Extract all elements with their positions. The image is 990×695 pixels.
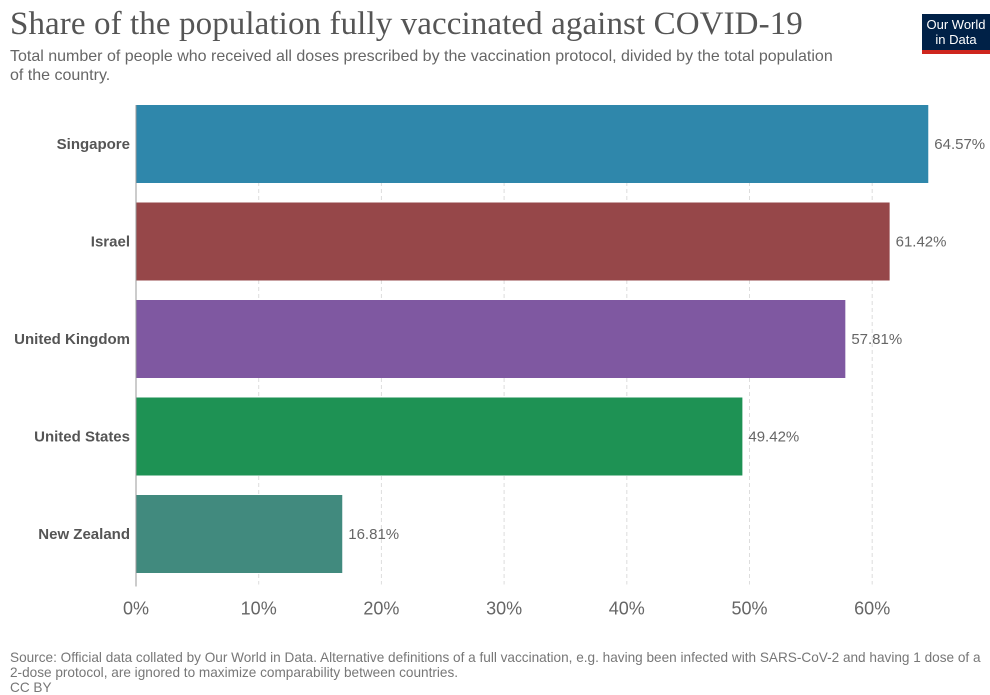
bar-3 xyxy=(136,397,743,476)
logo-text-line2: in Data xyxy=(935,32,977,47)
category-label-4: New Zealand xyxy=(38,526,130,543)
value-label-1: 61.42% xyxy=(896,234,947,251)
chart-subtitle: Total number of people who received all … xyxy=(10,48,833,84)
value-label-3: 49.42% xyxy=(748,429,799,446)
value-label-0: 64.57% xyxy=(934,136,985,153)
x-tick-label-1: 10% xyxy=(241,599,277,619)
license-note: CC BY xyxy=(10,680,52,695)
x-tick-label-3: 30% xyxy=(486,599,522,619)
category-label-1: Israel xyxy=(91,234,130,251)
x-tick-label-6: 60% xyxy=(854,599,890,619)
category-label-2: United Kingdom xyxy=(14,331,130,348)
bar-chart: Singapore 64.57% Israel 61.42% United Kingdo… xyxy=(14,105,985,619)
owid-logo[interactable]: Our World in Data xyxy=(922,14,990,54)
chart-footer: Source: Official data collated by Our Wo… xyxy=(10,650,985,695)
x-tick-label-2: 20% xyxy=(363,599,399,619)
x-tick-label-5: 50% xyxy=(731,599,767,619)
x-tick-label-4: 40% xyxy=(609,599,645,619)
x-tick-label-0: 0% xyxy=(123,599,149,619)
logo-text-line1: Our World xyxy=(926,17,986,32)
category-label-3: United States xyxy=(34,429,130,446)
bar-4 xyxy=(136,495,343,573)
bar-0 xyxy=(136,105,929,183)
bar-2 xyxy=(136,300,846,378)
source-note: Source: Official data collated by Our Wo… xyxy=(10,650,981,680)
value-label-2: 57.81% xyxy=(851,331,902,348)
category-label-0: Singapore xyxy=(57,136,130,153)
chart-title: Share of the population fully vaccinated… xyxy=(10,6,803,42)
bar-1 xyxy=(136,202,890,281)
value-label-4: 16.81% xyxy=(348,526,399,543)
